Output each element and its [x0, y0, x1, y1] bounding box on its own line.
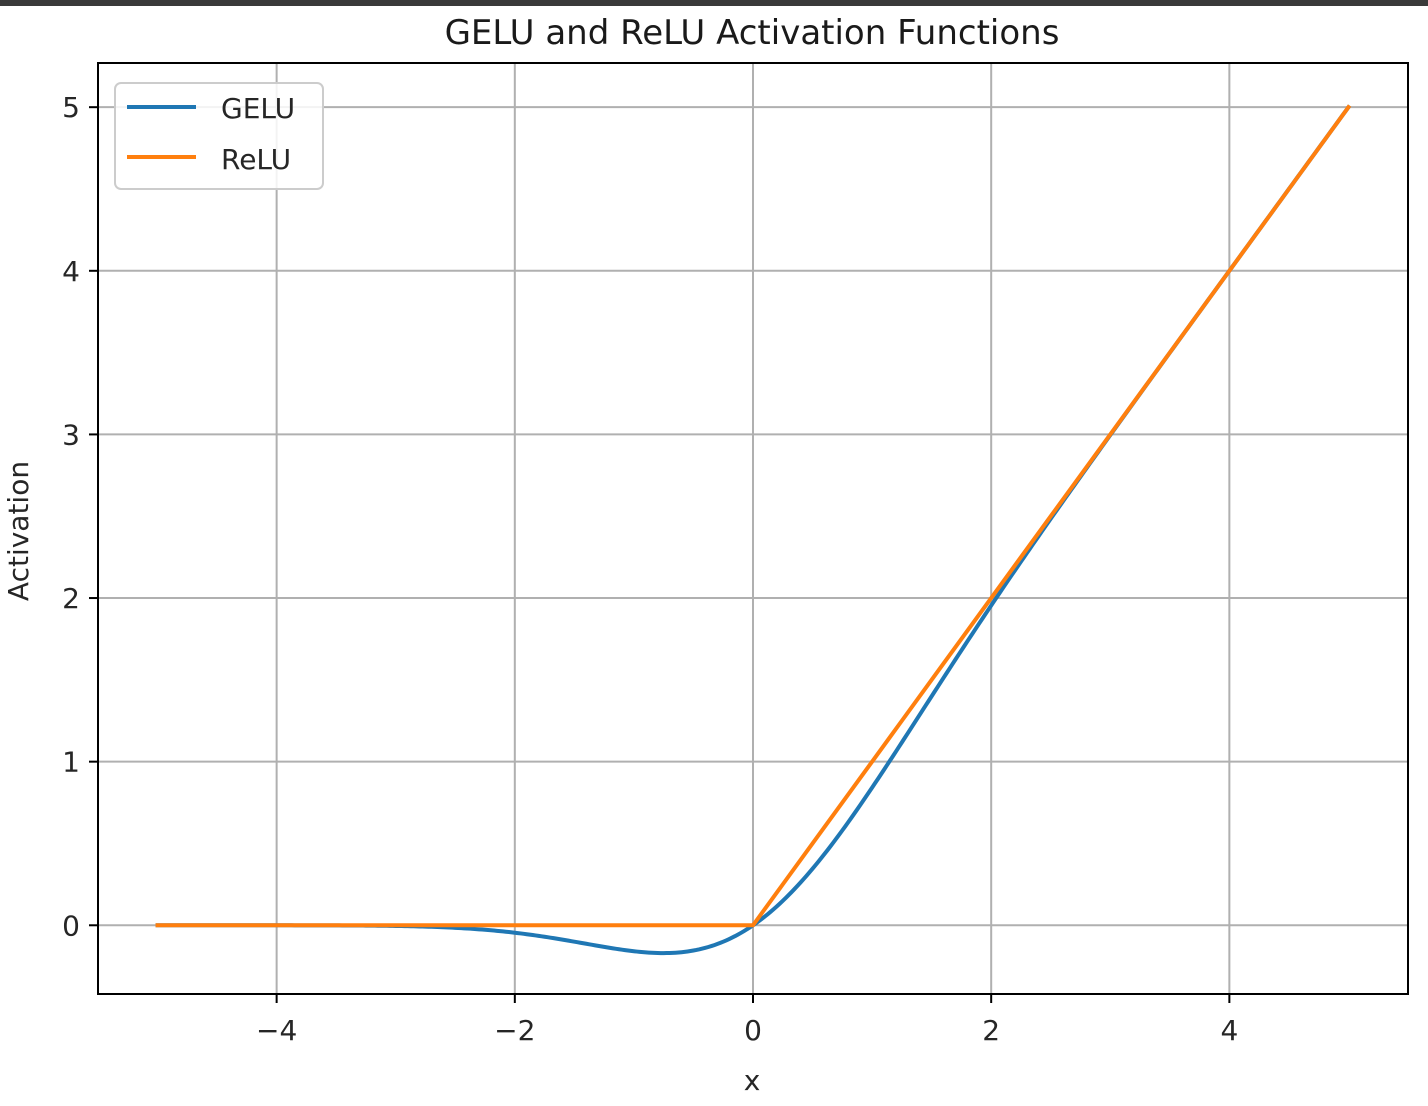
y-tick-label: 1	[62, 746, 80, 779]
axis-ticks: −4 −2 0 2 4 0 1 2 3 4 5	[62, 91, 1238, 1047]
x-tick-label: −2	[494, 1014, 535, 1047]
y-tick-label: 5	[62, 91, 80, 124]
legend: GELU ReLU	[114, 82, 324, 190]
y-axis-label: Activation	[2, 461, 35, 601]
legend-box	[114, 82, 324, 190]
y-tick-label: 3	[62, 418, 80, 451]
legend-label-relu: ReLU	[221, 143, 291, 176]
x-tick-label: −4	[256, 1014, 297, 1047]
series-line-relu	[155, 104, 1352, 928]
y-tick-label: 0	[62, 909, 80, 942]
y-tick-label: 4	[62, 255, 80, 288]
grid	[98, 63, 1408, 994]
window-top-bar	[0, 0, 1428, 6]
x-tick-label: 0	[744, 1014, 762, 1047]
y-tick-label: 2	[62, 582, 80, 615]
x-tick-label: 2	[982, 1014, 1000, 1047]
chart-title: GELU and ReLU Activation Functions	[445, 13, 1060, 53]
x-axis-label: x	[744, 1064, 761, 1097]
legend-label-gelu: GELU	[221, 92, 295, 125]
series-lines	[155, 104, 1352, 956]
x-tick-label: 4	[1220, 1014, 1238, 1047]
